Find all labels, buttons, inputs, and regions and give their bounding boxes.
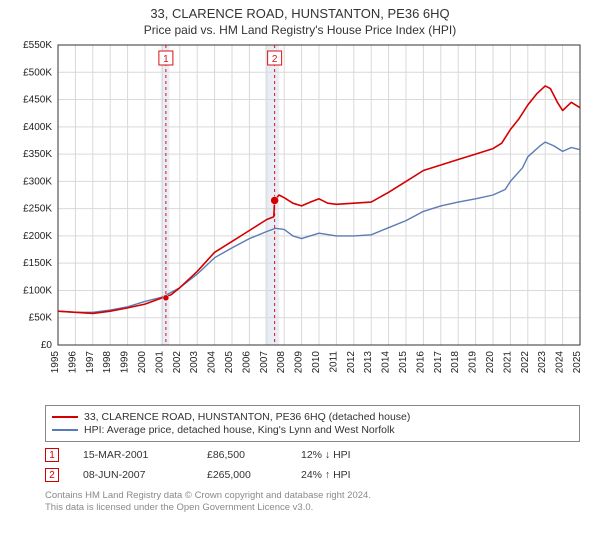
svg-text:2009: 2009 xyxy=(294,351,305,374)
sale-row: 1 15-MAR-2001 £86,500 12% ↓ HPI xyxy=(45,448,580,462)
svg-text:2013: 2013 xyxy=(363,351,374,374)
sale-date: 15-MAR-2001 xyxy=(83,449,183,461)
svg-text:£400K: £400K xyxy=(23,122,52,133)
svg-text:1: 1 xyxy=(163,54,169,65)
svg-text:£450K: £450K xyxy=(23,95,52,106)
legend-label: HPI: Average price, detached house, King… xyxy=(84,424,395,436)
svg-text:2012: 2012 xyxy=(346,351,357,374)
svg-text:£50K: £50K xyxy=(29,313,53,324)
svg-text:2014: 2014 xyxy=(381,351,392,374)
sale-number-box: 1 xyxy=(45,448,59,462)
title-line1: 33, CLARENCE ROAD, HUNSTANTON, PE36 6HQ xyxy=(0,6,600,21)
svg-text:2024: 2024 xyxy=(555,351,566,374)
sale-events: 1 15-MAR-2001 £86,500 12% ↓ HPI 2 08-JUN-2007… xyxy=(0,448,600,482)
svg-text:2007: 2007 xyxy=(259,351,270,374)
svg-text:2001: 2001 xyxy=(154,351,165,374)
svg-text:2017: 2017 xyxy=(433,351,444,374)
footer-attribution: Contains HM Land Registry data © Crown c… xyxy=(45,490,580,514)
svg-text:1996: 1996 xyxy=(67,351,78,374)
svg-text:2023: 2023 xyxy=(537,351,548,374)
svg-text:£200K: £200K xyxy=(23,231,52,242)
legend-label: 33, CLARENCE ROAD, HUNSTANTON, PE36 6HQ … xyxy=(84,411,410,423)
svg-text:£500K: £500K xyxy=(23,67,52,78)
sale-row: 2 08-JUN-2007 £265,000 24% ↑ HPI xyxy=(45,468,580,482)
svg-text:2004: 2004 xyxy=(207,351,218,374)
line-chart: £0 £50K £100K £150K £200K £250K £300K £350K £400… xyxy=(10,39,590,387)
sale-vs-hpi: 24% ↑ HPI xyxy=(301,469,351,481)
svg-text:£550K: £550K xyxy=(23,40,52,51)
svg-text:2: 2 xyxy=(272,54,278,65)
svg-text:£0: £0 xyxy=(41,340,53,351)
sale-price: £86,500 xyxy=(207,449,277,461)
chart-title-block: 33, CLARENCE ROAD, HUNSTANTON, PE36 6HQ … xyxy=(0,0,600,39)
svg-text:£300K: £300K xyxy=(23,176,52,187)
sale-date: 08-JUN-2007 xyxy=(83,469,183,481)
legend-swatch xyxy=(52,429,78,431)
title-line2: Price paid vs. HM Land Registry's House … xyxy=(0,23,600,37)
svg-text:2006: 2006 xyxy=(241,351,252,374)
chart-container: £0 £50K £100K £150K £200K £250K £300K £350K £400… xyxy=(10,39,590,399)
legend-item: 33, CLARENCE ROAD, HUNSTANTON, PE36 6HQ … xyxy=(52,411,573,423)
svg-text:2025: 2025 xyxy=(572,351,583,374)
svg-text:1997: 1997 xyxy=(85,351,96,374)
legend: 33, CLARENCE ROAD, HUNSTANTON, PE36 6HQ … xyxy=(45,405,580,442)
svg-text:2003: 2003 xyxy=(189,351,200,374)
legend-swatch xyxy=(52,416,78,418)
svg-text:2018: 2018 xyxy=(450,351,461,374)
svg-text:2022: 2022 xyxy=(520,351,531,374)
svg-text:£150K: £150K xyxy=(23,258,52,269)
svg-text:1998: 1998 xyxy=(102,351,113,374)
footer-line2: This data is licensed under the Open Gov… xyxy=(45,502,580,514)
svg-text:£250K: £250K xyxy=(23,204,52,215)
svg-text:2008: 2008 xyxy=(276,351,287,374)
svg-text:2010: 2010 xyxy=(311,351,322,374)
svg-text:2021: 2021 xyxy=(502,351,513,374)
svg-text:2020: 2020 xyxy=(485,351,496,374)
svg-text:2011: 2011 xyxy=(328,351,339,373)
svg-text:2000: 2000 xyxy=(137,351,148,374)
legend-item: HPI: Average price, detached house, King… xyxy=(52,424,573,436)
svg-text:£100K: £100K xyxy=(23,285,52,296)
svg-text:£350K: £350K xyxy=(23,149,52,160)
svg-text:2016: 2016 xyxy=(415,351,426,374)
sale-number-box: 2 xyxy=(45,468,59,482)
sale-price: £265,000 xyxy=(207,469,277,481)
svg-text:1995: 1995 xyxy=(50,351,61,374)
footer-line1: Contains HM Land Registry data © Crown c… xyxy=(45,490,580,502)
sale-vs-hpi: 12% ↓ HPI xyxy=(301,449,351,461)
svg-text:2015: 2015 xyxy=(398,351,409,374)
svg-text:2002: 2002 xyxy=(172,351,183,374)
svg-text:2005: 2005 xyxy=(224,351,235,374)
svg-text:2019: 2019 xyxy=(468,351,479,374)
svg-text:1999: 1999 xyxy=(120,351,131,374)
